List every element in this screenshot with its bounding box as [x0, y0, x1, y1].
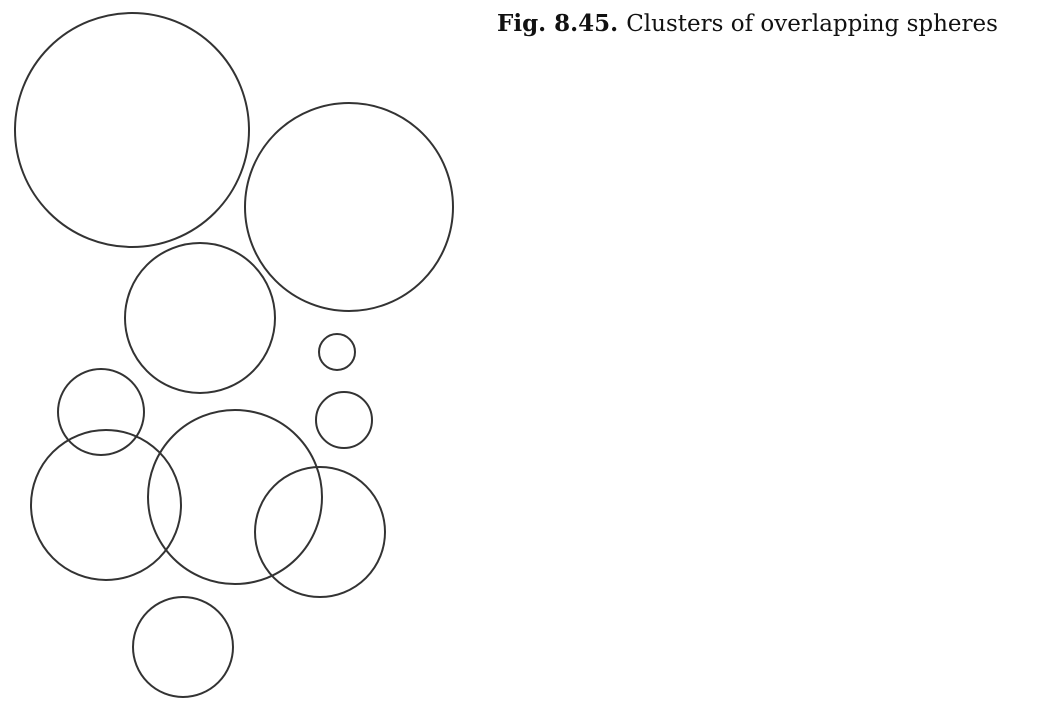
sphere-medium-center — [124, 242, 276, 394]
sphere-small-left — [57, 368, 145, 456]
figure-number: Fig. 8.45. — [497, 10, 619, 37]
sphere-large-top-left — [14, 12, 250, 248]
sphere-small-right — [315, 391, 373, 449]
sphere-medium-bottom — [132, 596, 234, 698]
sphere-large-top-right — [244, 102, 454, 312]
sphere-tiny-right — [318, 333, 356, 371]
sphere-medium-left — [30, 429, 182, 581]
sphere-medium-right — [254, 466, 386, 598]
spheres-diagram — [14, 12, 454, 698]
figure-title: Clusters of overlapping spheres — [626, 11, 998, 37]
sphere-large-center — [147, 409, 323, 585]
figure-caption: Fig. 8.45. Clusters of overlapping sphere… — [497, 10, 1037, 38]
